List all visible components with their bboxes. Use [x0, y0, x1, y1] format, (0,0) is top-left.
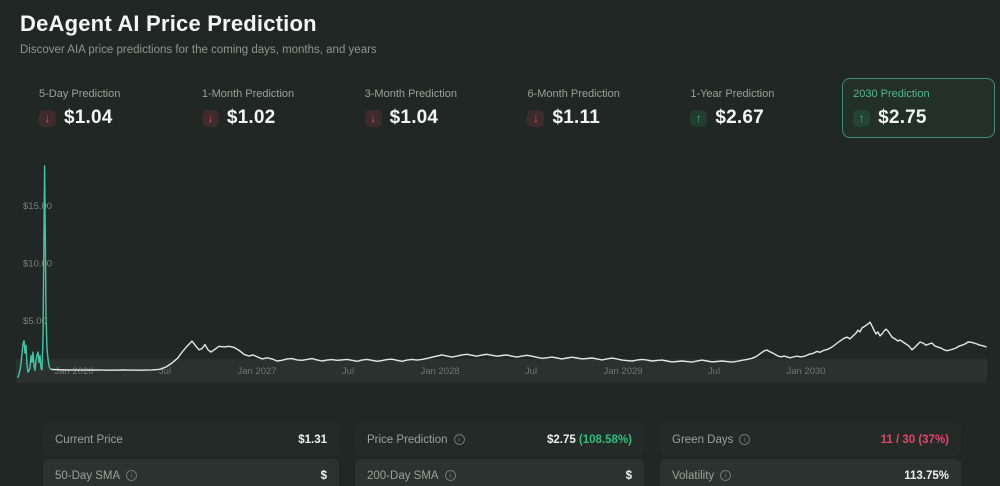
stat-volatility: Volatility i 113.75% [660, 459, 961, 486]
stat-50-day-sma: 50-Day SMA i $ [43, 459, 339, 486]
prediction-label: 6-Month Prediction [527, 88, 620, 100]
prediction-value: $1.11 [552, 107, 600, 128]
x-axis-label: Jan 2028 [420, 366, 459, 377]
prediction-value: $1.02 [226, 107, 276, 128]
stat-label: 50-Day SMA [55, 469, 121, 482]
x-axis-label: Jan 2030 [786, 366, 825, 377]
prediction-value: $1.04 [64, 107, 113, 128]
historical-line [17, 165, 53, 379]
arrow-down-icon: ↓ [39, 109, 56, 127]
stat-value: $1.31 [298, 433, 327, 446]
x-axis-label: Jul [525, 366, 537, 377]
arrow-down-icon: ↓ [201, 109, 219, 127]
stat-label: 200-Day SMA [367, 469, 439, 482]
arrow-down-icon: ↓ [364, 109, 382, 127]
info-icon[interactable]: i [720, 470, 732, 481]
stat-value: $ [625, 469, 632, 482]
x-axis-label: Jan 2027 [237, 366, 276, 377]
y-axis-label: $5.00 [23, 316, 47, 327]
info-icon[interactable]: i [126, 470, 138, 481]
prediction-card-1-year[interactable]: 1-Year Prediction ↑ $2.67 [679, 78, 832, 138]
prediction-card-3-month[interactable]: 3-Month Prediction ↓ $1.04 [354, 78, 507, 138]
arrow-up-icon: ↑ [853, 109, 871, 127]
prediction-value: $2.67 [715, 107, 764, 128]
x-axis-label: Jul [342, 366, 354, 377]
info-icon[interactable]: i [739, 434, 751, 445]
arrow-up-icon: ↑ [690, 109, 708, 127]
x-axis-label: Jan 2029 [603, 366, 642, 377]
stat-value: 113.75% [904, 469, 949, 482]
x-axis-band [16, 359, 987, 383]
prediction-card-2030[interactable]: 2030 Prediction ↑ $2.75 [842, 78, 995, 138]
stat-value: $2.75 (108.58%) [546, 433, 632, 446]
stat-current-price: Current Price $1.31 [43, 423, 339, 456]
stat-label: Green Days [672, 433, 734, 446]
prediction-label: 3-Month Prediction [364, 88, 457, 100]
prediction-label: 2030 Prediction [853, 88, 930, 100]
stat-green-days: Green Days i 11 / 30 (37%) [660, 423, 961, 456]
stat-label: Current Price [55, 433, 123, 446]
prediction-card-6-month[interactable]: 6-Month Prediction ↓ $1.11 [516, 78, 669, 138]
prediction-label: 1-Year Prediction [690, 88, 775, 100]
page-subtitle: Discover AIA price predictions for the c… [20, 44, 377, 56]
x-axis-label: Jul [708, 366, 720, 377]
arrow-down-icon: ↓ [527, 109, 545, 127]
x-axis-label: Jan 2026 [54, 366, 93, 377]
stat-value: 11 / 30 (37%) [880, 433, 949, 446]
x-axis-label: Jul [159, 366, 171, 377]
info-icon[interactable]: i [453, 434, 465, 445]
stat-200-day-sma: 200-Day SMA i $ [355, 459, 644, 486]
stat-value: $ [320, 469, 327, 482]
prediction-label: 5-Day Prediction [39, 88, 121, 100]
y-axis-label: $10.00 [23, 259, 52, 270]
stat-price-prediction: Price Prediction i $2.75 (108.58%) [355, 423, 644, 456]
prediction-label: 1-Month Prediction [201, 88, 295, 100]
stats-table: Current Price $1.31 50-Day SMA i $ Price Pred… [43, 423, 964, 486]
y-axis-label: $15.00 [23, 201, 52, 212]
prediction-value: $1.04 [389, 107, 439, 128]
page-title: DeAgent AI Price Prediction [20, 11, 317, 36]
stat-label: Volatility [672, 469, 715, 482]
prediction-card-1-month[interactable]: 1-Month Prediction ↓ $1.02 [191, 78, 344, 138]
forecast-line [51, 321, 987, 371]
stat-label: Price Prediction [367, 433, 448, 446]
prediction-value: $2.75 [878, 107, 927, 128]
price-chart[interactable]: $5.00 $10.00 $15.00 Jan 2026 Jul Jan 2027 Jul J… [0, 153, 1000, 385]
prediction-cards-row: 5-Day Prediction ↓ $1.04 1-Month Prediction… [28, 78, 995, 138]
info-icon[interactable]: i [444, 470, 456, 481]
prediction-card-5-day[interactable]: 5-Day Prediction ↓ $1.04 [28, 78, 181, 138]
